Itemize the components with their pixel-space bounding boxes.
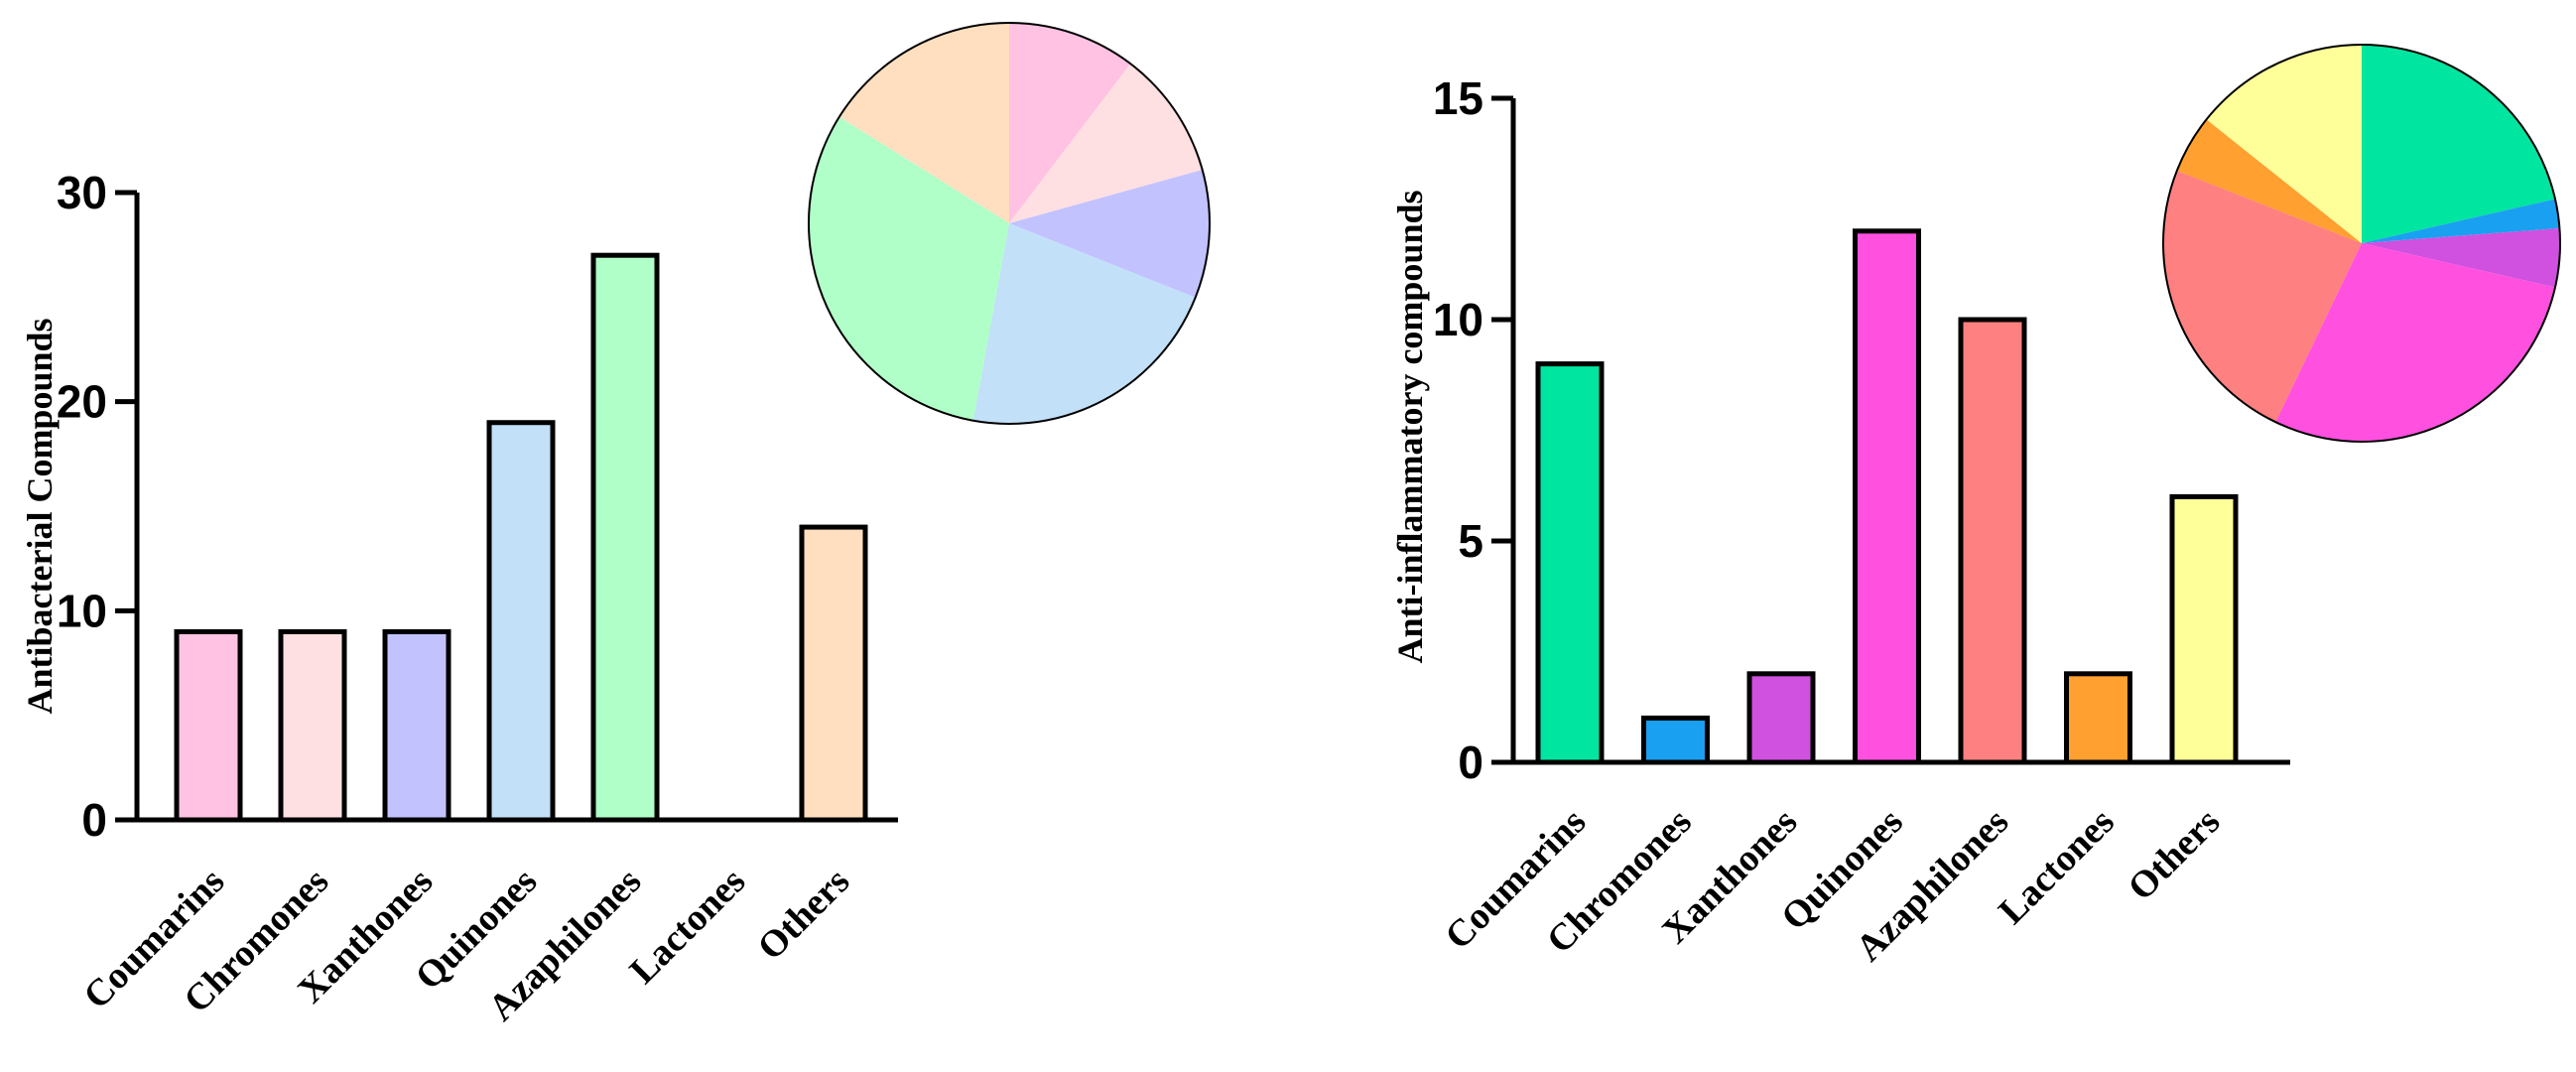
bar-coumarins [174, 628, 243, 823]
y-axis-label: Antibacterial Compounds [20, 318, 60, 714]
pie-slice-coumarins [1009, 23, 1131, 223]
pie-slice-quinones [2275, 243, 2555, 443]
pie-slice-lactones [2176, 119, 2362, 243]
x-tick-label: Lactones [622, 861, 754, 993]
y-tick-label: 10 [1433, 294, 1483, 345]
pie-slice-azaphilones [808, 116, 1009, 421]
pie-slice-others [838, 22, 1009, 223]
y-tick-label: 20 [57, 376, 107, 428]
y-tick-label: 0 [81, 794, 107, 846]
inset-pie-chart [2162, 44, 2561, 443]
y-tick-label: 10 [57, 585, 107, 636]
pie-slice-others [2206, 45, 2362, 243]
bar-coumarins [1535, 361, 1605, 765]
bar-quinones [486, 420, 556, 823]
pie-slice-coumarins [2362, 45, 2555, 243]
pie-slice-azaphilones [2162, 170, 2362, 423]
bar-others [799, 524, 868, 823]
bar-xanthones [1746, 671, 1816, 765]
bar-lactones [2064, 671, 2132, 765]
x-tick-label: Others [750, 861, 858, 969]
bar-chromones [278, 628, 347, 823]
x-tick-label: Lactones [1991, 801, 2123, 933]
y-tick-label: 5 [1458, 515, 1483, 567]
bar-quinones [1853, 228, 1921, 765]
pie-outline [2162, 44, 2561, 443]
pie-slice-chromones [1009, 64, 1203, 223]
inset-pie-chart [808, 22, 1211, 425]
pie-slice-quinones [972, 223, 1196, 425]
y-axis-label: Anti-inflammatory compounds [1390, 190, 1430, 663]
bar-xanthones [382, 628, 451, 823]
pie-slice-chromones [2362, 199, 2560, 243]
bar-azaphilones [1958, 317, 2027, 765]
pie-slice-xanthones [2362, 228, 2560, 288]
pie-outline [808, 22, 1211, 425]
x-tick-label: Others [2121, 801, 2229, 909]
pie-slice-xanthones [1009, 169, 1210, 298]
bar-azaphilones [590, 252, 660, 823]
y-tick-label: 15 [1433, 72, 1483, 124]
y-tick-label: 30 [57, 167, 107, 218]
bar-others [2169, 493, 2239, 765]
bar-chromones [1641, 715, 1710, 765]
y-tick-label: 0 [1458, 737, 1483, 788]
